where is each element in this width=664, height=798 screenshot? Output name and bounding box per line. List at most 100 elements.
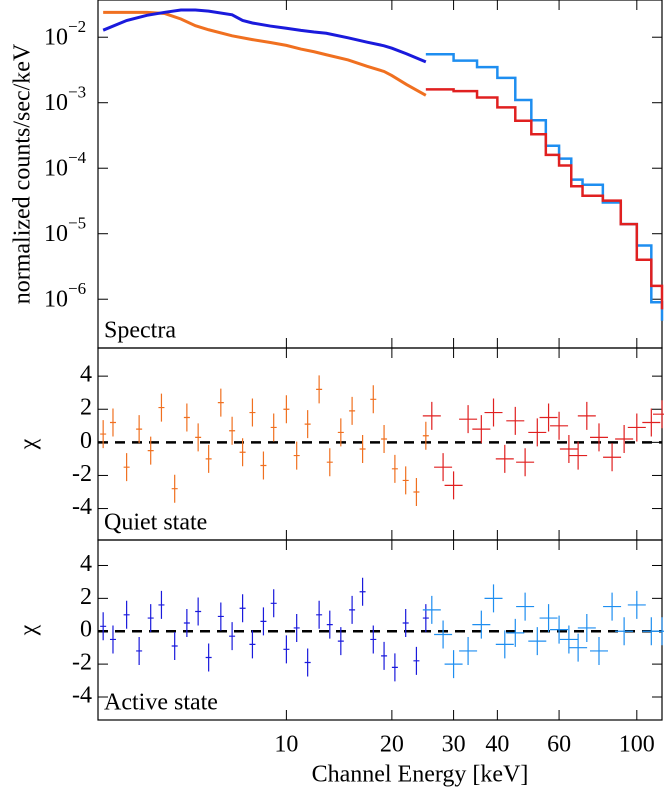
y-tick-exponent: −5 [68,214,86,233]
residual-point [402,609,409,638]
residual-point [413,646,420,675]
residual-point [516,448,535,477]
residual-point [326,610,333,639]
residual-point [171,632,178,661]
residual-point [559,625,578,654]
y-axis-label: χ [16,624,42,636]
residual-point [603,592,622,621]
y-tick-exponent: −3 [68,83,86,102]
residual-point [391,454,398,483]
residual-point [484,584,503,613]
residual-point [559,434,578,463]
x-tick-label: 40 [485,732,509,758]
residual-point [402,466,409,495]
residual-point [550,615,569,644]
y-tick-label: 4 [80,551,92,577]
y-tick-exponent: −6 [68,279,86,298]
residual-point [506,406,525,435]
residual-point [183,403,190,432]
y-tick-label: 10 [44,287,68,313]
residual-point [349,595,356,624]
data-line [102,8,427,64]
residual-point [283,395,290,424]
residual-point [642,408,661,437]
x-tick-label: 100 [619,732,655,758]
residual-point [123,600,130,629]
residual-point [337,418,344,447]
residual-point [495,444,514,473]
residual-point [434,453,453,482]
residual-point [653,400,664,429]
residual-point [506,618,525,647]
residual-point [359,577,366,606]
residual-point [444,650,463,679]
residual-point [304,648,311,677]
residual-point [229,416,236,445]
residual-point [615,425,634,454]
residual-point [316,600,323,629]
residual-point [472,415,491,444]
residual-point [589,423,608,452]
residual-point [260,451,267,480]
residual-point [195,597,202,626]
y-tick-label: 2 [80,584,92,610]
y-tick-label: 10 [44,156,68,182]
residual-point [183,609,190,638]
residual-point [239,438,246,467]
residual-point [422,401,441,430]
y-tick-label: -4 [72,494,92,520]
y-tick-label: 4 [80,362,92,388]
panel-frame [97,0,663,349]
x-tick-label: 30 [442,732,466,758]
residual-point [653,617,664,646]
panel-label: Active state [104,690,218,716]
y-tick-label: -2 [72,461,92,487]
residual-point [516,592,535,621]
residual-point [413,478,420,506]
model-step [425,52,664,321]
residual-point [370,385,377,414]
residual-point [283,635,290,664]
residual-point [171,474,178,503]
data-line [103,10,427,97]
x-tick-label: 20 [380,732,404,758]
residual-point [147,604,154,633]
residual-point [205,643,212,672]
y-tick-label: -4 [72,682,92,708]
residual-point [422,421,429,450]
y-tick-label: 10 [44,90,68,116]
residual-point [569,633,588,662]
residual-point [205,444,212,473]
residual-point [381,425,388,454]
y-tick-exponent: −4 [68,148,87,167]
y-axis-label: χ [16,438,42,450]
residual-point [472,610,491,639]
residual-point [381,641,388,670]
y-tick-label: 2 [80,395,92,421]
x-tick-label: 10 [274,732,298,758]
residual-point [370,625,377,654]
y-tick-label: 10 [44,25,68,51]
residual-point [195,423,202,452]
residual-point [603,443,622,472]
y-tick-exponent: −2 [68,17,86,36]
residual-point [249,630,256,659]
y-tick-label: -2 [72,650,92,676]
residual-point [434,620,453,649]
residual-point [100,420,107,449]
residual-point [158,393,165,422]
residual-point [270,413,277,442]
residual-point [293,441,300,470]
residual-point [444,471,463,500]
model-step [425,88,664,310]
residual-point [316,375,323,404]
residual-point [100,612,107,641]
residual-point [391,653,398,682]
residual-point [528,627,547,656]
residual-point [349,396,356,425]
panel: 4 2 0 -2 -4 Quiet state χ [16,347,664,541]
residual-point [627,590,646,619]
